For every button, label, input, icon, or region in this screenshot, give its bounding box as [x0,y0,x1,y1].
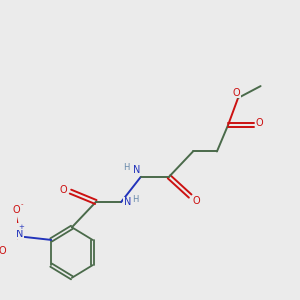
Text: O: O [12,205,20,214]
Text: +: + [18,224,24,230]
Text: O: O [233,88,241,98]
Text: O: O [193,196,200,206]
Text: -: - [21,201,23,207]
Text: O: O [256,118,264,128]
Text: H: H [124,163,130,172]
Text: N: N [124,197,131,207]
Text: N: N [133,165,140,175]
Text: O: O [0,246,7,256]
Text: N: N [16,229,23,239]
Text: O: O [60,185,67,195]
Text: H: H [132,194,138,203]
